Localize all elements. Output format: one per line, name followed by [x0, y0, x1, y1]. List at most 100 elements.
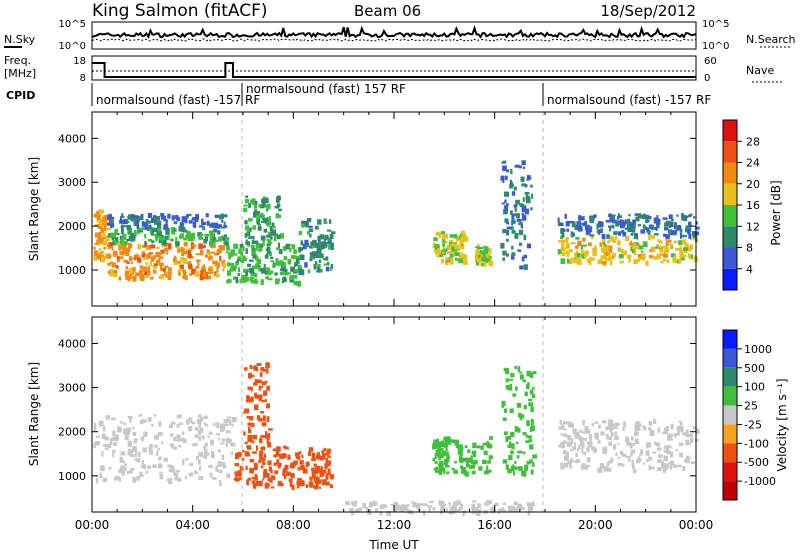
heatmap-cell — [150, 276, 154, 280]
heatmap-cell — [597, 468, 602, 473]
heatmap-cell — [126, 247, 131, 252]
heatmap-cell — [109, 269, 114, 275]
heatmap-cell — [313, 476, 318, 483]
heatmap-cell — [251, 250, 256, 257]
heatmap-cell — [565, 451, 569, 457]
heatmap-cell — [268, 272, 272, 276]
heatmap-cell — [483, 245, 487, 249]
heatmap-cell — [526, 420, 530, 426]
heatmap-cell — [224, 237, 230, 241]
heatmap-cell — [192, 221, 196, 228]
heatmap-cell — [433, 249, 439, 253]
heatmap-cell — [591, 235, 594, 239]
heatmap-cell — [94, 213, 99, 218]
heatmap-cell — [270, 469, 273, 474]
heatmap-cell — [330, 231, 336, 235]
heatmap-cell — [243, 269, 247, 273]
heatmap-cell — [582, 252, 587, 258]
heatmap-cell — [249, 416, 254, 421]
heatmap-cell — [596, 223, 599, 230]
heatmap-cell — [470, 464, 475, 469]
heatmap-cell — [160, 237, 165, 241]
heatmap-cell — [609, 427, 613, 433]
heatmap-cell — [505, 253, 509, 257]
heatmap-cell — [489, 436, 494, 440]
heatmap-cell — [637, 421, 641, 426]
heatmap-cell — [507, 505, 511, 512]
heatmap-cell — [569, 423, 575, 428]
heatmap-cell — [206, 220, 210, 226]
heatmap-cell — [191, 421, 196, 425]
heatmap-cell — [529, 444, 534, 450]
heatmap-cell — [272, 262, 275, 266]
power-colorbar-tick-label: 28 — [746, 135, 760, 148]
heatmap-cell — [655, 222, 660, 229]
heatmap-cell — [663, 253, 668, 258]
heatmap-cell — [463, 254, 468, 261]
heatmap-cell — [445, 507, 448, 512]
velocity-colorbar-swatch — [723, 405, 737, 425]
heatmap-cell — [161, 213, 164, 220]
heatmap-cell — [530, 372, 534, 379]
heatmap-cell — [114, 228, 118, 232]
heatmap-cell — [116, 241, 121, 246]
heatmap-cell — [301, 220, 305, 224]
heatmap-cell — [301, 480, 305, 486]
heatmap-cell — [237, 267, 241, 273]
heatmap-cell — [481, 262, 487, 267]
heatmap-cell — [669, 243, 673, 247]
heatmap-cell — [562, 228, 566, 232]
heatmap-cell — [104, 436, 108, 441]
heatmap-cell — [126, 238, 131, 242]
heatmap-cell — [406, 504, 410, 507]
heatmap-cell — [570, 231, 574, 238]
heatmap-cell — [648, 216, 652, 220]
heatmap-cell — [695, 438, 699, 442]
heatmap-cell — [198, 422, 201, 428]
nave-tick-bottom: 0 — [704, 73, 710, 84]
heatmap-cell — [505, 436, 509, 442]
heatmap-cell — [216, 433, 220, 436]
heatmap-cell — [559, 222, 564, 227]
power-ylabel: Slant Range [km] — [27, 157, 41, 261]
heatmap-cell — [180, 256, 185, 262]
heatmap-cell — [578, 215, 582, 221]
heatmap-cell — [215, 224, 218, 228]
heatmap-cell — [309, 476, 312, 480]
heatmap-cell — [614, 431, 618, 436]
heatmap-cell — [252, 434, 258, 440]
heatmap-cell — [119, 235, 123, 241]
heatmap-cell — [186, 231, 191, 237]
heatmap-cell — [445, 465, 450, 468]
heatmap-cell — [153, 414, 157, 417]
heatmap-cell — [328, 461, 331, 466]
heatmap-cell — [149, 261, 153, 267]
heatmap-cell — [178, 270, 181, 276]
heatmap-cell — [505, 175, 508, 181]
heatmap-cell — [287, 259, 292, 265]
heatmap-cell — [653, 256, 658, 260]
heatmap-cell — [290, 472, 295, 479]
heatmap-cell — [526, 370, 531, 377]
heatmap-cell — [178, 267, 181, 273]
heatmap-cell — [165, 220, 168, 224]
heatmap-cell — [510, 254, 515, 260]
heatmap-cell — [179, 264, 184, 270]
heatmap-cell — [503, 209, 508, 215]
heatmap-cell — [474, 253, 479, 260]
heatmap-cell — [314, 225, 319, 230]
heatmap-cell — [645, 260, 649, 266]
heatmap-cell — [630, 451, 633, 457]
heatmap-cell — [194, 471, 199, 474]
heatmap-cell — [565, 237, 569, 244]
heatmap-cell — [617, 443, 620, 446]
heatmap-cell — [620, 451, 624, 455]
heatmap-cell — [501, 404, 504, 408]
heatmap-cell — [604, 243, 607, 247]
heatmap-cell — [217, 262, 220, 268]
heatmap-cell — [293, 249, 297, 255]
heatmap-cell — [434, 466, 439, 473]
heatmap-cell — [164, 247, 169, 252]
heatmap-cell — [606, 434, 609, 440]
heatmap-cell — [451, 246, 456, 252]
